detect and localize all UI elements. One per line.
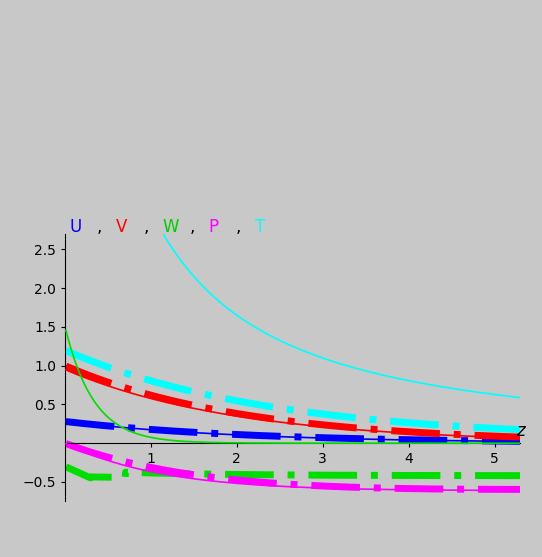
Text: ,: , — [236, 218, 241, 236]
Text: P: P — [209, 218, 218, 236]
Text: V: V — [116, 218, 127, 236]
Text: U: U — [69, 218, 82, 236]
Text: W: W — [162, 218, 179, 236]
Text: T: T — [255, 218, 265, 236]
Text: z: z — [516, 422, 525, 440]
Text: ,: , — [190, 218, 195, 236]
Text: ,: , — [143, 218, 149, 236]
Text: ,: , — [97, 218, 102, 236]
